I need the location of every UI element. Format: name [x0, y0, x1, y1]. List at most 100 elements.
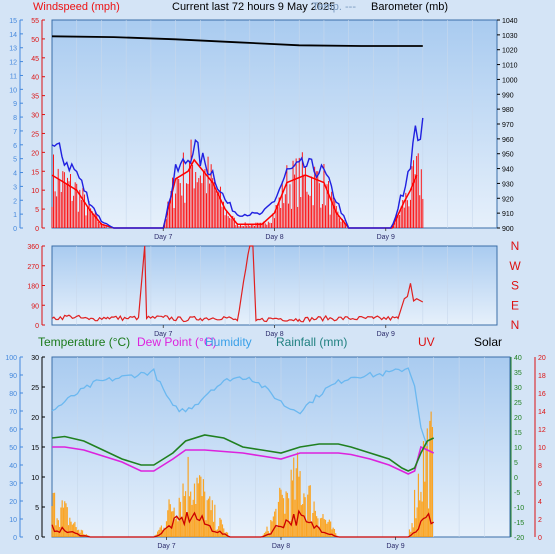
windspeed-tick-label: 10 — [31, 188, 39, 195]
direction-tick-label: 270 — [27, 264, 39, 271]
temperature-line — [51, 434, 435, 472]
windspeed-tick-label: 50 — [31, 37, 39, 44]
humidity-tick-label: 40 — [9, 463, 17, 470]
compass-label: N — [511, 239, 520, 253]
solar-tick-label: 2 — [538, 517, 542, 524]
humidity-tick-label: 50 — [9, 445, 17, 452]
temperature-left-tick-label: 20 — [31, 415, 39, 422]
humidity-tick-label: 10 — [9, 517, 17, 524]
uv-line — [51, 509, 435, 538]
windspeed-tick-label: 15 — [31, 169, 39, 176]
solar-tick-label: 12 — [538, 427, 546, 434]
legend-uv: UV — [418, 335, 435, 349]
gust-tick-label: 5 — [13, 157, 17, 164]
barometer-tick-label: 1020 — [502, 48, 518, 55]
gust-tick-label: 15 — [9, 18, 17, 25]
solar-tick-label: 18 — [538, 373, 546, 380]
legend-rainfall: Rainfall (mm) — [276, 335, 348, 349]
direction-x-tick-label: Day 8 — [265, 331, 283, 338]
barometer-tick-label: 1030 — [502, 33, 518, 40]
temperature-left-tick-label: 0 — [35, 535, 39, 542]
direction-x-tick-label: Day 7 — [154, 331, 172, 338]
climate-x-tick-label: Day 9 — [386, 543, 404, 550]
windspeed-label: Windspeed (mph) — [33, 1, 120, 13]
direction-line — [51, 245, 424, 323]
barometer-line — [51, 35, 423, 47]
climate-x-tick-label: Day 7 — [157, 543, 175, 550]
gust-tick-label: 11 — [10, 73, 17, 80]
barometer-label: Barometer (mb) — [371, 1, 449, 13]
barometer-tick-label: 920 — [502, 196, 514, 203]
solar-tick-label: 8 — [538, 463, 542, 470]
chart-title: Current last 72 hours 9 May 2025 — [172, 1, 336, 13]
humidity-tick-label: 90 — [9, 373, 17, 380]
compass-label: E — [511, 298, 519, 312]
windspeed-tick-label: 5 — [35, 207, 39, 214]
solar-tick-label: 6 — [538, 481, 542, 488]
gust-tick-label: 2 — [13, 198, 17, 205]
barometer-tick-label: 970 — [502, 122, 514, 129]
legend-temperature: Temperature (°C) — [38, 335, 131, 349]
gust-tick-label: 8 — [13, 115, 17, 122]
temperature-left-tick-label: 15 — [31, 445, 39, 452]
barometer-tick-label: 940 — [502, 167, 514, 174]
temperature-left-tick-label: 25 — [31, 385, 39, 392]
legend-dew-point: Dew Point (°C) — [137, 335, 217, 349]
solar-tick-label: 20 — [538, 355, 546, 362]
barometer-tick-label: 980 — [502, 107, 514, 114]
humidity-tick-label: 0 — [13, 535, 17, 542]
temperature-right-tick-label: -20 — [514, 535, 524, 542]
windspeed-tick-label: 25 — [31, 131, 39, 138]
temperature-right-tick-label: 5 — [514, 460, 518, 467]
gust-tick-label: 9 — [13, 101, 17, 108]
temperature-right-tick-label: 0 — [514, 475, 518, 482]
barometer-tick-label: 900 — [502, 226, 514, 233]
barometer-tick-label: 1010 — [502, 63, 518, 70]
gust-tick-label: 12 — [9, 60, 17, 67]
direction-tick-label: 360 — [27, 244, 39, 251]
humidity-tick-label: 70 — [9, 409, 17, 416]
windspeed-tick-label: 20 — [31, 150, 39, 157]
compass-label: N — [511, 318, 520, 332]
temperature-right-tick-label: 10 — [514, 445, 522, 452]
dew-point-line — [52, 445, 435, 475]
temperature-right-tick-label: 30 — [514, 385, 522, 392]
legend-solar: Solar — [474, 335, 503, 349]
humidity-tick-label: 20 — [9, 499, 17, 506]
gust-tick-label: 3 — [13, 184, 17, 191]
humidity-tick-label: 30 — [9, 481, 17, 488]
legend-humidity: Humidity — [205, 335, 252, 349]
climate-x-tick-label: Day 8 — [272, 543, 290, 550]
temperature-right-tick-label: -5 — [514, 490, 520, 497]
temperature-right-tick-label: -15 — [514, 520, 524, 527]
solar-tick-label: 16 — [538, 391, 546, 398]
temperature-right-tick-label: 40 — [514, 355, 522, 362]
windspeed-tick-label: 30 — [31, 113, 39, 120]
humidity-line — [51, 367, 428, 447]
windspeed-tick-label: 40 — [31, 75, 39, 82]
gust-tick-label: 1 — [13, 212, 17, 219]
barometer-tick-label: 1000 — [502, 77, 518, 84]
temperature-right-tick-label: 25 — [514, 400, 522, 407]
windspeed-series — [51, 139, 424, 228]
temperature-right-tick-label: 20 — [514, 415, 522, 422]
temperature-right-tick-label: 35 — [514, 370, 522, 377]
gust-tick-label: 10 — [9, 87, 17, 94]
temperature-left-tick-label: 5 — [35, 505, 39, 512]
compass-label: W — [509, 259, 521, 273]
solar-tick-label: 0 — [538, 535, 542, 542]
gust-tick-label: 0 — [13, 226, 17, 233]
gust-tick-label: 13 — [9, 46, 17, 53]
gust-tick-label: 4 — [13, 171, 17, 178]
direction-tick-label: 0 — [35, 323, 39, 330]
windspeed-tick-label: 45 — [31, 56, 39, 63]
windspeed-tick-label: 0 — [35, 226, 39, 233]
wind-x-tick-label: Day 8 — [265, 234, 283, 241]
gust-line — [51, 117, 424, 229]
direction-tick-label: 180 — [27, 284, 39, 291]
solar-tick-label: 10 — [538, 445, 546, 452]
gust-tick-label: 7 — [13, 129, 17, 136]
gust-tick-label: 14 — [9, 32, 17, 39]
barometer-tick-label: 910 — [502, 211, 514, 218]
